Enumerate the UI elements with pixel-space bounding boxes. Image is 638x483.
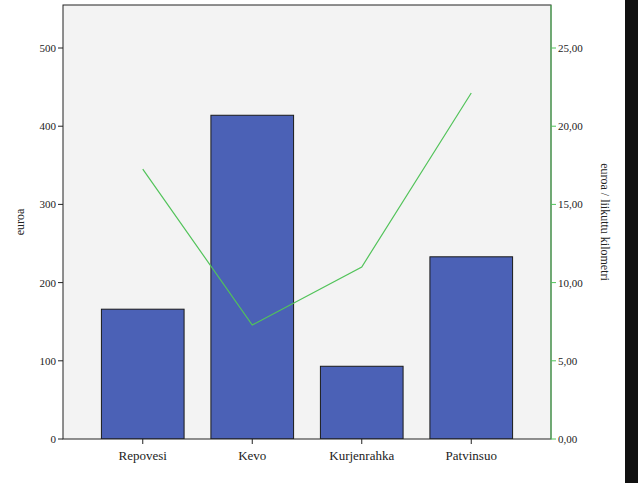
y-tick-label: 200 xyxy=(40,277,57,289)
y-tick-label: 400 xyxy=(40,120,57,132)
y2-tick xyxy=(551,126,556,127)
bar xyxy=(211,115,294,439)
bar xyxy=(101,309,184,439)
y-tick xyxy=(58,439,63,440)
plot-background xyxy=(63,5,551,439)
y2-tick xyxy=(551,282,556,283)
y-tick xyxy=(58,282,63,283)
line xyxy=(143,93,472,325)
chart: 0 100 200 300 400 500 0,00 5,00 10,00 15,00 20,00 2… xyxy=(0,0,638,483)
x-tick-label: Patvinsuo xyxy=(446,448,497,463)
marks xyxy=(101,93,512,439)
y2-tick-label: 15,00 xyxy=(558,198,583,210)
y2-tick-label: 10,00 xyxy=(558,277,583,289)
y2-axis-label: euroa / liikuttu kilometri xyxy=(598,163,612,281)
x-tick-label: Repovesi xyxy=(119,448,168,463)
y2-tick xyxy=(551,204,556,205)
x-tick xyxy=(252,439,253,444)
y2-tick xyxy=(551,48,556,49)
y-axis-label: euroa xyxy=(13,208,27,235)
y2-tick xyxy=(551,360,556,361)
bar xyxy=(430,257,513,439)
y-tick xyxy=(58,126,63,127)
x-tick xyxy=(142,439,143,444)
y2-tick xyxy=(551,439,556,440)
y-tick-label: 300 xyxy=(40,198,57,210)
y-tick xyxy=(58,48,63,49)
y-tick xyxy=(58,360,63,361)
y-tick-label: 100 xyxy=(40,355,57,367)
y2-tick-label: 20,00 xyxy=(558,120,583,132)
y2-tick-label: 25,00 xyxy=(558,42,583,54)
x-tick-label: Kurjenrahka xyxy=(329,448,394,463)
y2-axis-line xyxy=(551,5,552,439)
y2-tick-label: 0,00 xyxy=(558,433,578,445)
bar xyxy=(320,366,403,439)
edge-strip xyxy=(625,0,638,483)
y2-tick-label: 5,00 xyxy=(558,355,578,367)
y-tick-label: 0 xyxy=(51,433,57,445)
x-tick xyxy=(361,439,362,444)
x-tick-label: Kevo xyxy=(238,448,266,463)
y-tick xyxy=(58,204,63,205)
x-tick xyxy=(471,439,472,444)
y-tick-label: 500 xyxy=(40,42,57,54)
plot-frame xyxy=(63,5,551,439)
